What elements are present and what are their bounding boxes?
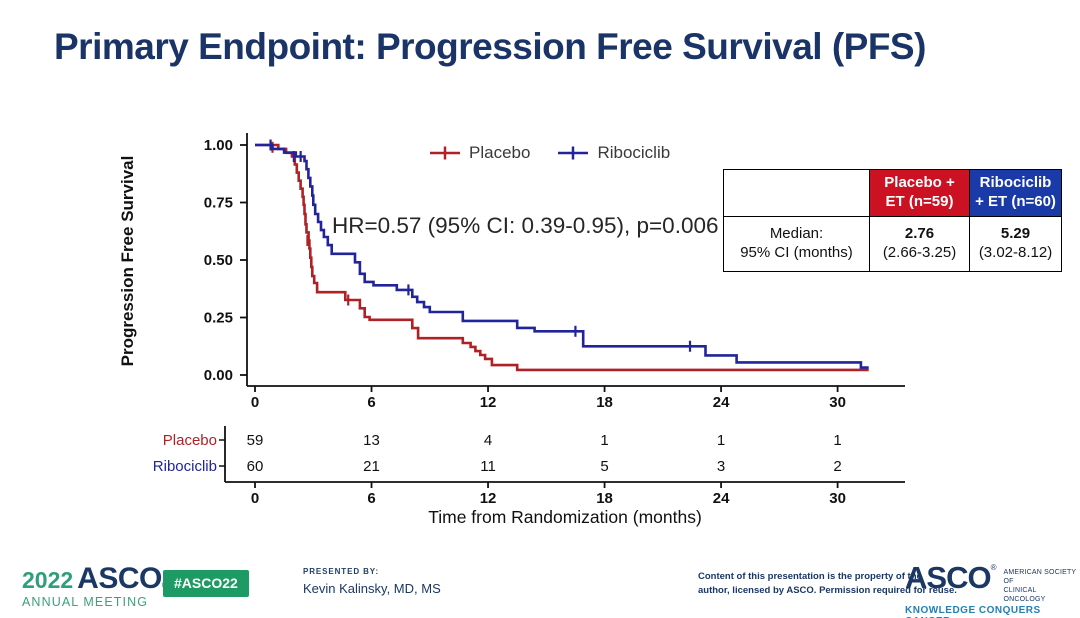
legend-item-ribociclib: Ribociclib [558,143,670,163]
risk-x-tick-label: 24 [713,490,730,507]
presenter-name: Kevin Kalinsky, MD, MS [303,581,441,596]
km-curve-ribociclib [255,143,869,369]
y-tick-label: 0.50 [204,252,233,269]
km-curve-placebo [255,143,869,372]
at-risk-count: 3 [717,458,725,475]
registered-mark: ® [990,563,997,572]
x-tick-label: 0 [251,394,259,411]
asco-society-name: AMERICAN SOCIETY OF CLINICAL ONCOLOGY [1003,569,1077,604]
risk-x-tick-label: 30 [829,490,846,507]
median-ci-table: Placebo + ET (n=59) Ribociclib + ET (n=6… [723,169,1062,272]
asco-annual-meeting-logo: 2022 ASCO ® ANNUAL MEETING [22,562,169,610]
presenter-block: PRESENTED BY: Kevin Kalinsky, MD, MS [303,567,441,596]
at-risk-count: 1 [833,432,841,449]
hazard-ratio-annotation: HR=0.57 (95% CI: 0.39-0.95), p=0.006 [332,213,719,238]
at-risk-count: 5 [600,458,608,475]
placebo-header-cell: Placebo + ET (n=59) [869,169,970,217]
legend-label-placebo: Placebo [469,143,531,162]
at-risk-count: 4 [484,432,492,449]
x-axis-title: Time from Randomization (months) [428,507,702,527]
asco-tagline: KNOWLEDGE CONQUERS CANCER [905,605,1041,618]
page-title: Primary Endpoint: Progression Free Survi… [54,26,926,67]
table-header-row: Placebo + ET (n=59) Ribociclib + ET (n=6… [723,169,1062,217]
ribociclib-header-cell: Ribociclib + ET (n=60) [969,169,1062,217]
plus-marker-icon [558,146,589,160]
ribociclib-median-cell: 5.29 (3.02-8.12) [969,216,1062,272]
x-tick-label: 24 [713,394,730,411]
y-tick-label: 0.25 [204,310,233,327]
at-risk-count: 60 [247,458,264,475]
meeting-year: 2022 [22,567,74,593]
plus-marker-icon [430,146,460,160]
at-risk-count: 11 [480,458,496,475]
hashtag-badge: #ASCO22 [163,570,249,597]
risk-x-tick-label: 18 [596,490,613,507]
x-tick-label: 18 [596,394,613,411]
presented-by-label: PRESENTED BY: [303,567,380,576]
y-axis-title: Progression Free Survival [118,156,137,367]
meeting-name: ANNUAL MEETING [22,595,149,609]
at-risk-count: 59 [247,432,264,449]
at-risk-count: 1 [717,432,725,449]
table-data-row: Median: 95% CI (months) 2.76 (2.66-3.25)… [723,216,1062,272]
x-tick-label: 30 [829,394,846,411]
plot-legend: Placebo Ribociclib [430,143,670,163]
y-tick-label: 1.00 [204,137,233,154]
y-tick-label: 0.75 [204,195,233,212]
y-tick-label: 0.00 [204,367,233,384]
copyright-disclaimer: Content of this presentation is the prop… [698,571,957,596]
meeting-org: ASCO [77,562,162,595]
at-risk-count: 1 [600,432,608,449]
risk-x-tick-label: 6 [367,490,375,507]
at-risk-count: 13 [363,432,380,449]
x-tick-label: 12 [480,394,497,411]
risk-row-label-ribociclib: Ribociclib [153,458,217,475]
legend-item-placebo: Placebo [430,143,530,163]
median-row-label: Median: 95% CI (months) [723,216,870,272]
table-corner-cell [723,169,870,217]
risk-x-tick-label: 12 [480,490,497,507]
at-risk-count: 2 [833,458,841,475]
placebo-median-cell: 2.76 (2.66-3.25) [869,216,970,272]
risk-x-tick-label: 0 [251,490,259,507]
asco-logo-text: ASCO [905,560,992,595]
risk-row-label-placebo: Placebo [163,432,217,449]
legend-label-ribociclib: Ribociclib [597,143,671,162]
x-tick-label: 6 [367,394,375,411]
at-risk-count: 21 [363,458,380,475]
asco-society-logo: ASCO ® AMERICAN SOCIETY OF CLINICAL ONCO… [905,560,1080,618]
